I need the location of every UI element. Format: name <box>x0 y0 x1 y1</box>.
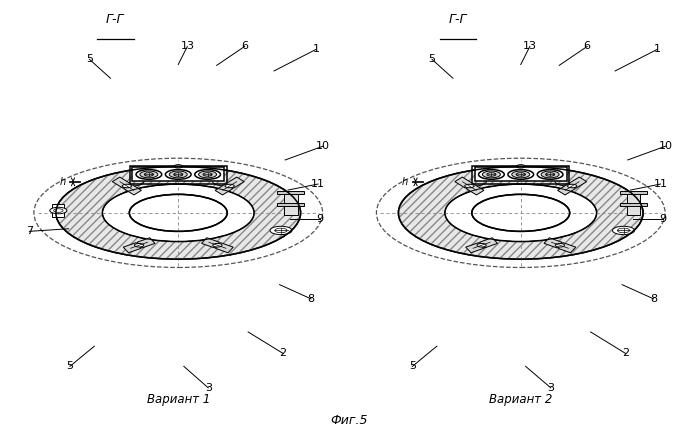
Text: 9: 9 <box>317 214 324 224</box>
Ellipse shape <box>199 171 217 178</box>
Text: 6: 6 <box>584 41 591 52</box>
Ellipse shape <box>508 169 533 179</box>
Polygon shape <box>124 184 141 195</box>
Text: 10: 10 <box>316 141 330 151</box>
Text: 5: 5 <box>409 361 416 372</box>
Ellipse shape <box>56 166 301 259</box>
Text: 3: 3 <box>547 383 554 393</box>
Text: 13: 13 <box>180 41 194 52</box>
Ellipse shape <box>203 173 212 176</box>
Ellipse shape <box>479 169 504 179</box>
FancyBboxPatch shape <box>52 203 64 218</box>
Ellipse shape <box>477 243 487 247</box>
Ellipse shape <box>555 243 565 247</box>
FancyBboxPatch shape <box>278 191 304 194</box>
Text: 2: 2 <box>622 348 629 359</box>
Text: 5: 5 <box>66 361 73 372</box>
Text: 3: 3 <box>205 383 212 393</box>
Ellipse shape <box>54 209 63 212</box>
Text: Г-Г: Г-Г <box>449 13 467 26</box>
Polygon shape <box>466 243 484 253</box>
Ellipse shape <box>472 194 570 231</box>
FancyBboxPatch shape <box>278 203 304 206</box>
Polygon shape <box>201 238 219 248</box>
Ellipse shape <box>134 243 144 247</box>
Polygon shape <box>226 177 244 188</box>
Text: 11: 11 <box>311 179 325 189</box>
Ellipse shape <box>103 184 254 242</box>
Ellipse shape <box>465 184 474 188</box>
Ellipse shape <box>136 169 161 179</box>
Ellipse shape <box>174 165 182 168</box>
Text: h: h <box>59 177 66 187</box>
Text: 6: 6 <box>241 41 248 52</box>
FancyBboxPatch shape <box>475 167 567 181</box>
Ellipse shape <box>612 226 635 235</box>
Ellipse shape <box>145 173 153 176</box>
FancyBboxPatch shape <box>620 203 647 206</box>
FancyBboxPatch shape <box>284 193 298 215</box>
Text: 5: 5 <box>86 54 93 64</box>
Polygon shape <box>466 184 484 195</box>
FancyBboxPatch shape <box>626 193 640 215</box>
Ellipse shape <box>568 184 577 188</box>
Text: Г-Г: Г-Г <box>106 13 124 26</box>
FancyBboxPatch shape <box>132 167 224 181</box>
Text: 1: 1 <box>654 44 661 55</box>
Polygon shape <box>569 177 586 188</box>
Ellipse shape <box>169 171 187 178</box>
Text: 10: 10 <box>658 141 672 151</box>
Ellipse shape <box>270 226 292 235</box>
Polygon shape <box>558 243 576 253</box>
Ellipse shape <box>538 169 563 179</box>
Ellipse shape <box>541 171 559 178</box>
Text: h: h <box>402 177 408 187</box>
Polygon shape <box>137 238 155 248</box>
Text: 8: 8 <box>650 294 657 304</box>
Text: 13: 13 <box>523 41 537 52</box>
Text: 11: 11 <box>654 179 668 189</box>
Ellipse shape <box>482 171 500 178</box>
Ellipse shape <box>212 243 222 247</box>
Ellipse shape <box>517 165 525 168</box>
Polygon shape <box>123 243 141 253</box>
Text: 8: 8 <box>308 294 315 304</box>
Polygon shape <box>215 184 233 195</box>
Polygon shape <box>113 177 130 188</box>
Text: 1: 1 <box>312 44 319 55</box>
Polygon shape <box>215 243 233 253</box>
Polygon shape <box>480 238 498 248</box>
Text: 9: 9 <box>659 214 666 224</box>
Text: Вариант 2: Вариант 2 <box>489 393 552 405</box>
Ellipse shape <box>225 184 234 188</box>
Ellipse shape <box>129 194 227 231</box>
Ellipse shape <box>275 228 287 233</box>
Ellipse shape <box>512 171 530 178</box>
Text: Фиг.5: Фиг.5 <box>331 414 368 427</box>
Ellipse shape <box>166 169 191 179</box>
Polygon shape <box>558 184 575 195</box>
Ellipse shape <box>398 166 643 259</box>
Ellipse shape <box>546 173 554 176</box>
Text: Вариант 1: Вариант 1 <box>147 393 210 405</box>
Polygon shape <box>455 177 473 188</box>
Text: 5: 5 <box>428 54 435 64</box>
Ellipse shape <box>445 184 597 242</box>
Ellipse shape <box>617 228 630 233</box>
Ellipse shape <box>122 184 131 188</box>
Ellipse shape <box>195 169 220 179</box>
Text: 2: 2 <box>280 348 287 359</box>
Ellipse shape <box>487 173 496 176</box>
FancyBboxPatch shape <box>620 191 647 194</box>
Text: 7: 7 <box>26 226 33 237</box>
Ellipse shape <box>517 173 525 176</box>
Polygon shape <box>544 238 562 248</box>
Ellipse shape <box>174 173 182 176</box>
Ellipse shape <box>50 207 67 214</box>
Ellipse shape <box>140 171 158 178</box>
